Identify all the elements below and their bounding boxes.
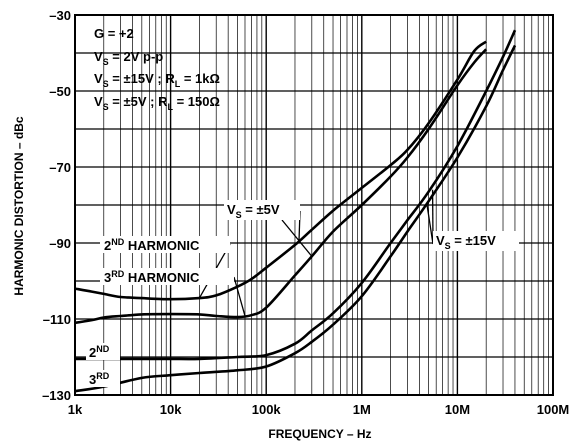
x-tick-labels: 1k 10k 100k 1M 10M 100M — [68, 402, 570, 417]
label-bg-vs5 — [224, 200, 300, 220]
leader-vs5-lower — [281, 219, 313, 257]
condition-swing: VS = 2V p-p — [94, 49, 163, 67]
y-tick-labels: –30 –50 –70 –90 –110 –130 — [42, 8, 71, 403]
leader-vs15-lower — [426, 204, 434, 245]
curve-3rd-harmonic-vs15 — [74, 44, 517, 393]
curve-2nd-harmonic-vs5 — [74, 40, 488, 301]
condition-gain: G = +2 — [94, 26, 134, 41]
y-tick-label: –50 — [49, 84, 71, 99]
distortion-curves — [74, 29, 517, 393]
x-tick-label: 1M — [353, 402, 371, 417]
label-3rd-harmonic: 3RD HARMONIC — [104, 269, 200, 285]
y-tick-label: –70 — [49, 160, 71, 175]
label-bg-h2-short — [86, 343, 120, 360]
y-tick-label: –90 — [49, 236, 71, 251]
y-axis-title: HARMONIC DISTORTION – dBc — [12, 116, 26, 295]
leader-3rd-harmonic — [233, 276, 246, 317]
x-tick-label: 100k — [252, 402, 282, 417]
condition-vs5: VS = ±5V ; RL = 150Ω — [94, 94, 220, 112]
x-tick-label: 10k — [160, 402, 182, 417]
label-2nd-harmonic: 2ND HARMONIC — [104, 237, 200, 253]
curve-3rd-harmonic-vs5 — [74, 48, 488, 325]
x-axis-title: FREQUENCY – Hz — [268, 427, 371, 441]
x-tick-label: 10M — [445, 402, 470, 417]
x-tick-label: 100M — [537, 402, 570, 417]
condition-vs15: VS = ±15V ; RL = 1kΩ — [94, 71, 220, 89]
label-vs-15v: VS = ±15V — [436, 233, 496, 251]
label-bg-h3 — [100, 268, 234, 285]
label-bg-vs15 — [433, 231, 519, 251]
x-tick-label: 1k — [68, 402, 83, 417]
curve-2nd-harmonic-vs15 — [75, 29, 517, 361]
y-tick-label: –130 — [42, 388, 71, 403]
label-2nd-short: 2ND — [89, 344, 110, 360]
plot-frame — [74, 14, 554, 396]
y-tick-label: –110 — [43, 312, 71, 327]
label-vs-5v: VS = ±5V — [227, 202, 280, 220]
label-bg-h3-short — [86, 370, 120, 387]
label-bg-h2 — [100, 236, 230, 253]
y-tick-label: –30 — [49, 8, 71, 23]
label-3rd-short: 3RD — [89, 371, 110, 387]
